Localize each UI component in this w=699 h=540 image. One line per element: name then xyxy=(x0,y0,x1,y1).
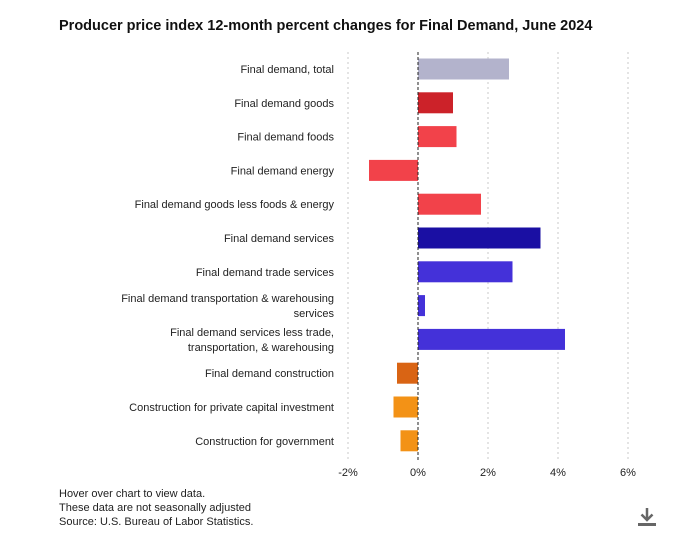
category-label: Final demand trade services xyxy=(196,267,335,279)
bar[interactable] xyxy=(418,92,453,114)
bar[interactable] xyxy=(418,261,513,283)
bar[interactable] xyxy=(418,126,457,148)
bar[interactable] xyxy=(418,58,509,80)
bar[interactable] xyxy=(418,295,425,317)
download-icon xyxy=(638,508,656,526)
bar[interactable] xyxy=(418,328,565,350)
bar[interactable] xyxy=(369,159,418,181)
footnotes: Hover over chart to view data. These dat… xyxy=(59,487,253,529)
x-tick-label: -2% xyxy=(338,467,358,479)
x-tick-label: 0% xyxy=(410,467,426,479)
category-label: Final demand transportation & warehousin… xyxy=(121,293,334,305)
bar[interactable] xyxy=(418,193,481,215)
bar[interactable] xyxy=(418,227,541,249)
bar[interactable] xyxy=(393,396,419,418)
bar[interactable] xyxy=(400,430,419,452)
download-button[interactable] xyxy=(636,506,658,528)
bar-chart[interactable]: -2% 0% 2% 4% 6% Final demand, total Final dema… xyxy=(0,0,699,485)
bar[interactable] xyxy=(397,362,418,384)
category-label: Final demand goods xyxy=(234,98,334,110)
category-label: transportation, & warehousing xyxy=(188,342,334,354)
category-label: Final demand foods xyxy=(237,132,334,144)
hover-note: Hover over chart to view data. xyxy=(59,488,206,500)
source-note: Source: U.S. Bureau of Labor Statistics. xyxy=(59,516,254,528)
category-label: services xyxy=(294,308,335,320)
x-tick-label: 2% xyxy=(480,467,496,479)
category-label: Final demand, total xyxy=(240,64,334,76)
category-label: Final demand services less trade, xyxy=(170,327,334,339)
seasonal-note: These data are not seasonally adjusted xyxy=(59,502,252,514)
category-label: Final demand energy xyxy=(231,165,335,177)
category-label: Final demand services xyxy=(224,233,335,245)
category-label: Final demand construction xyxy=(205,368,334,380)
x-tick-label: 4% xyxy=(550,467,566,479)
x-tick-label: 6% xyxy=(620,467,636,479)
category-label: Construction for private capital investm… xyxy=(129,402,334,414)
category-label: Final demand goods less foods & energy xyxy=(135,199,335,211)
category-label: Construction for government xyxy=(195,436,334,448)
chart-title: Producer price index 12-month percent ch… xyxy=(59,18,593,34)
